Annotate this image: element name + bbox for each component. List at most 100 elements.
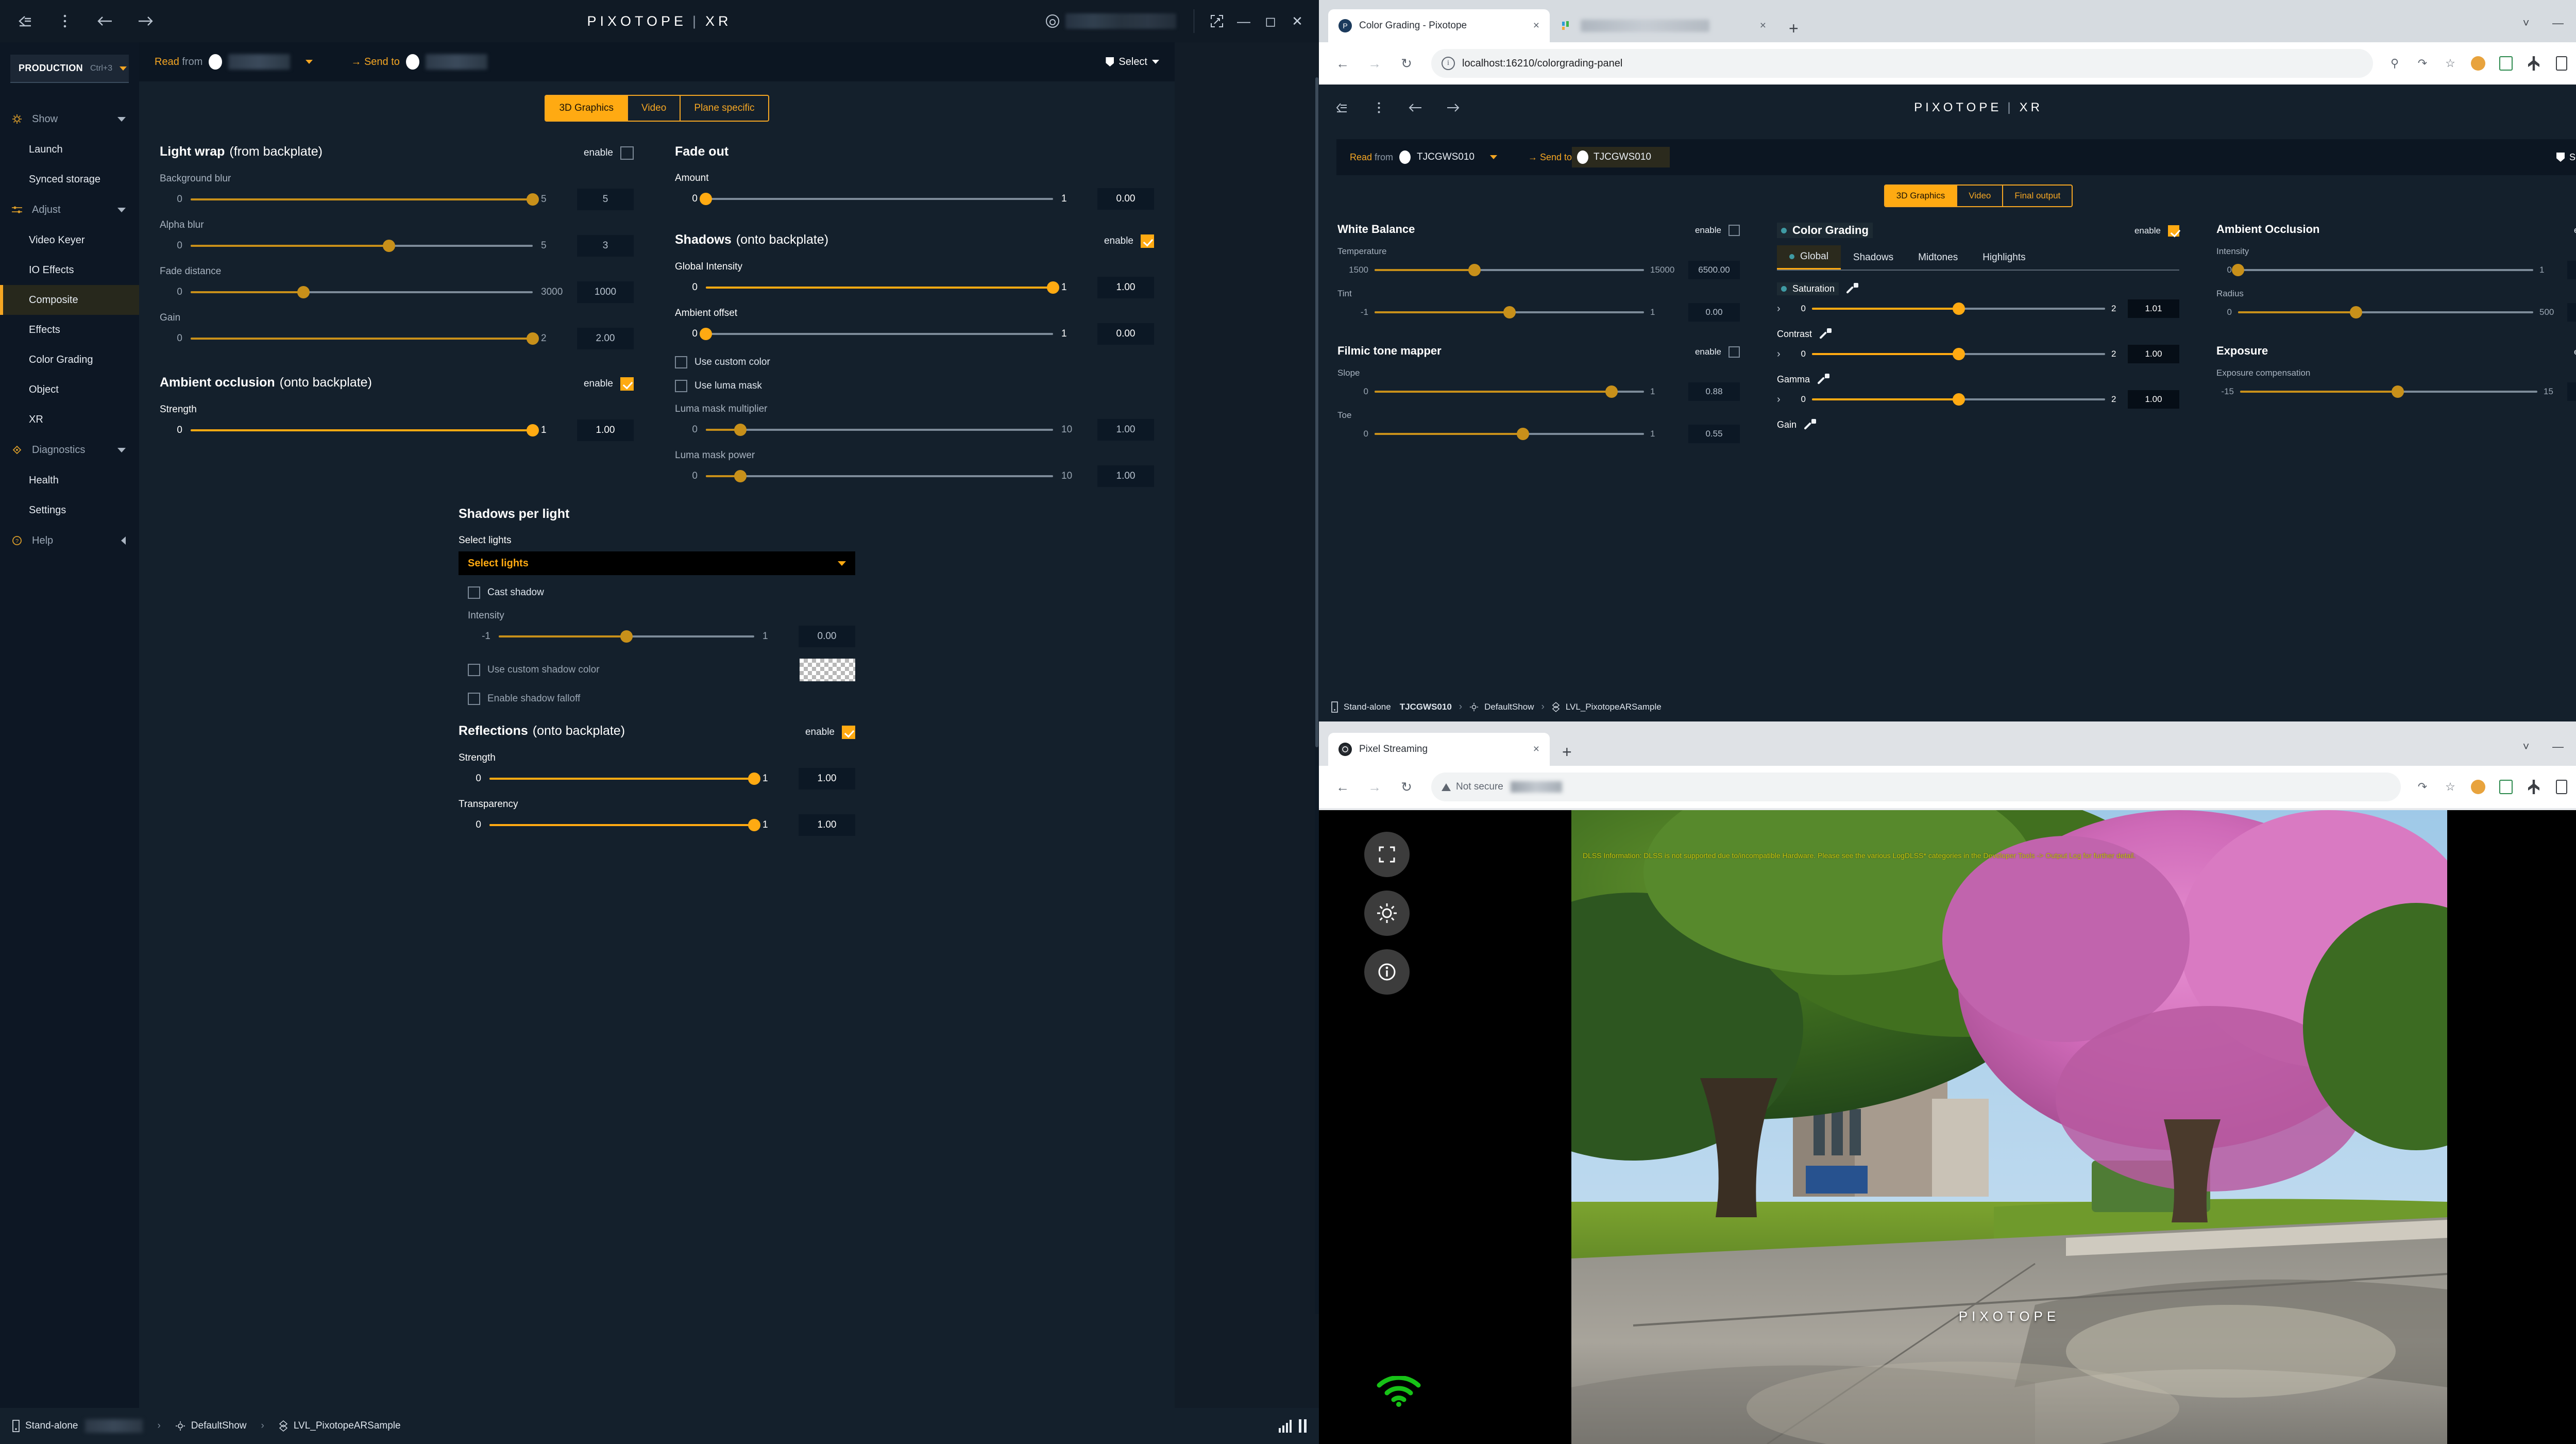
- maximize-icon[interactable]: ◻: [1265, 13, 1276, 29]
- alpha-blur-slider[interactable]: [191, 240, 533, 252]
- refl-strength-slider[interactable]: [489, 773, 760, 785]
- project-selector[interactable]: PRODUCTION Ctrl+3: [10, 55, 129, 83]
- fade-distance-slider[interactable]: [191, 286, 533, 298]
- sidebar-item-video-keyer[interactable]: Video Keyer: [0, 225, 139, 255]
- luma-mask-multiplier-slider[interactable]: [706, 424, 1053, 436]
- expand-icon[interactable]: [1204, 8, 1230, 35]
- sidebar-item-object[interactable]: Object: [0, 375, 139, 405]
- light-wrap-enable-checkbox[interactable]: [620, 146, 634, 160]
- sidebar-item-synced-storage[interactable]: Synced storage: [0, 164, 139, 194]
- refl-strength-value[interactable]: 1.00: [799, 768, 855, 790]
- temperature-value[interactable]: 6500.00: [1688, 261, 1740, 279]
- kebab-menu-icon[interactable]: [54, 10, 76, 32]
- tab-midtones[interactable]: Midtones: [1918, 251, 1958, 263]
- ao-intensity-slider[interactable]: [2232, 264, 2533, 276]
- back-arrow-icon[interactable]: [1404, 96, 1427, 119]
- chevron-down-icon[interactable]: ˅: [2522, 16, 2530, 29]
- close-icon[interactable]: ✕: [1292, 13, 1303, 29]
- global-intensity-slider[interactable]: [706, 281, 1059, 294]
- bookmark-star-icon[interactable]: ☆: [2445, 780, 2455, 793]
- white-balance-enable-checkbox[interactable]: [1728, 225, 1740, 236]
- spl-intensity-slider[interactable]: [499, 630, 754, 643]
- enable-shadow-falloff-checkbox[interactable]: [468, 693, 480, 705]
- tab-3d-graphics[interactable]: 3D Graphics: [1885, 186, 1958, 206]
- sidebar-group-adjust[interactable]: Adjust: [0, 194, 139, 225]
- back-button[interactable]: ←: [1336, 55, 1349, 71]
- split-screen-icon[interactable]: [2495, 776, 2517, 798]
- minimize-icon[interactable]: —: [1237, 13, 1250, 29]
- expand-chevron-icon[interactable]: ›: [1777, 348, 1781, 360]
- gain-slider[interactable]: [191, 332, 539, 345]
- person-icon[interactable]: [2522, 776, 2545, 798]
- exposure-compensation-slider[interactable]: [2240, 385, 2537, 398]
- new-tab-button[interactable]: +: [1562, 743, 1572, 761]
- browser-tab-other[interactable]: ×: [1550, 9, 1776, 42]
- close-tab-icon[interactable]: ×: [1533, 743, 1539, 755]
- person-icon[interactable]: [2522, 52, 2545, 75]
- info-icon[interactable]: [1364, 949, 1410, 995]
- ao-intensity-value[interactable]: 0.00: [2567, 261, 2576, 279]
- split-screen-icon[interactable]: [2495, 52, 2517, 75]
- gain-value[interactable]: 2.00: [577, 328, 634, 349]
- new-tab-button[interactable]: +: [1789, 19, 1799, 38]
- select-lights-dropdown[interactable]: Select lights: [459, 551, 855, 575]
- close-tab-icon[interactable]: ×: [1533, 20, 1539, 31]
- account-area[interactable]: [1046, 13, 1184, 29]
- select-button[interactable]: Select: [1106, 56, 1159, 68]
- tab-global[interactable]: Global: [1777, 245, 1841, 270]
- ambient-occlusion-enable-checkbox[interactable]: [620, 377, 634, 391]
- filmic-tone-mapper-enable-checkbox[interactable]: [1728, 346, 1740, 358]
- pixel-streaming-viewport[interactable]: DLSS Information: DLSS is not supported …: [1319, 810, 2576, 1444]
- sidebar-group-show[interactable]: Show: [0, 104, 139, 135]
- read-source-value[interactable]: TJCGWS010: [1417, 152, 1475, 162]
- ambient-offset-value[interactable]: 0.00: [1097, 323, 1154, 345]
- pause-icon[interactable]: [1299, 1419, 1307, 1433]
- select-button[interactable]: Select: [2556, 152, 2576, 163]
- reflections-enable-checkbox[interactable]: [842, 726, 855, 739]
- shadows-enable-checkbox[interactable]: [1141, 234, 1154, 248]
- luma-mask-power-slider[interactable]: [706, 470, 1053, 482]
- temperature-slider[interactable]: [1375, 264, 1644, 276]
- sidebar-item-xr[interactable]: XR: [0, 405, 139, 434]
- use-custom-shadow-color-checkbox[interactable]: [468, 664, 480, 676]
- global-intensity-value[interactable]: 1.00: [1097, 277, 1154, 298]
- sidebar-item-effects[interactable]: Effects: [0, 315, 139, 345]
- chevron-down-icon[interactable]: [1489, 155, 1497, 159]
- sidebar-group-diagnostics[interactable]: Diagnostics: [0, 434, 139, 465]
- sidebar-group-help[interactable]: ? Help: [0, 525, 139, 556]
- tab-highlights[interactable]: Highlights: [1982, 251, 2026, 263]
- share-icon[interactable]: ↷: [2417, 780, 2428, 793]
- eyedropper-icon[interactable]: [1846, 282, 1859, 295]
- exposure-compensation-value[interactable]: 1.00: [2567, 382, 2576, 401]
- bookmark-star-icon[interactable]: ☆: [2445, 57, 2455, 70]
- ao-strength-value[interactable]: 1.00: [577, 419, 634, 441]
- site-info-icon[interactable]: [1442, 57, 1455, 70]
- forward-arrow-icon[interactable]: [1442, 96, 1464, 119]
- eyedropper-icon[interactable]: [1819, 327, 1833, 341]
- shadow-color-swatch[interactable]: [800, 659, 855, 681]
- luma-mask-power-value[interactable]: 1.00: [1097, 465, 1154, 487]
- device-icon[interactable]: [2550, 776, 2573, 798]
- tab-video[interactable]: Video: [628, 96, 681, 121]
- eyedropper-icon[interactable]: [1817, 373, 1831, 386]
- tab-3d-graphics[interactable]: 3D Graphics: [546, 96, 629, 121]
- slope-slider[interactable]: [1375, 385, 1644, 398]
- main-scrollbar[interactable]: [1315, 77, 1319, 1314]
- tab-final-output[interactable]: Final output: [2014, 191, 2061, 200]
- sidebar-item-health[interactable]: Health: [0, 465, 139, 495]
- forward-button[interactable]: →: [1368, 779, 1381, 795]
- minimize-icon[interactable]: —: [2552, 16, 2564, 29]
- kebab-menu-icon[interactable]: [1367, 96, 1390, 119]
- share-icon[interactable]: ↷: [2417, 57, 2428, 70]
- tab-video[interactable]: Video: [1957, 186, 2004, 206]
- sidebar-item-io-effects[interactable]: IO Effects: [0, 255, 139, 285]
- extension-icon[interactable]: [2467, 52, 2489, 75]
- tab-plane-specific[interactable]: Plane specific: [694, 103, 755, 113]
- use-custom-color-checkbox[interactable]: [675, 356, 687, 368]
- gamma-value[interactable]: 1.00: [2128, 390, 2179, 409]
- use-custom-shadow-color-row[interactable]: Use custom shadow color: [468, 659, 855, 681]
- tint-value[interactable]: 0.00: [1688, 303, 1740, 322]
- reload-button[interactable]: ↻: [1401, 779, 1412, 795]
- tint-slider[interactable]: [1375, 306, 1644, 318]
- back-button[interactable]: ←: [1336, 779, 1349, 795]
